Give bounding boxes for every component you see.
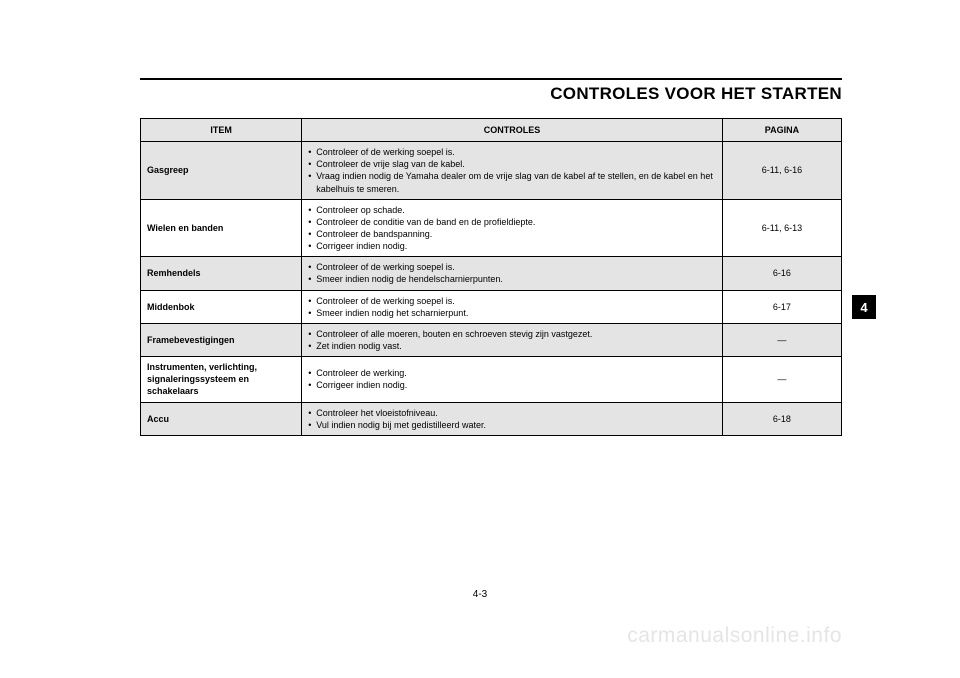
control-line: Controleer de werking. [308, 367, 716, 379]
cell-page: 6-11, 6-16 [722, 142, 841, 200]
cell-controls: Controleer op schade.Controleer de condi… [302, 199, 723, 257]
control-line: Vraag indien nodig de Yamaha dealer om d… [308, 170, 716, 194]
cell-page: 6-11, 6-13 [722, 199, 841, 257]
cell-page: — [722, 323, 841, 356]
control-line: Vul indien nodig bij met gedistilleerd w… [308, 419, 716, 431]
cell-item: Accu [141, 402, 302, 435]
cell-item: Middenbok [141, 290, 302, 323]
page-title: CONTROLES VOOR HET STARTEN [140, 80, 842, 116]
control-line: Controleer of alle moeren, bouten en sch… [308, 328, 716, 340]
cell-controls: Controleer of alle moeren, bouten en sch… [302, 323, 723, 356]
control-line: Controleer de vrije slag van de kabel. [308, 158, 716, 170]
cell-controls: Controleer of de werking soepel is.Smeer… [302, 257, 723, 290]
cell-page: 6-17 [722, 290, 841, 323]
watermark: carmanualsonline.info [627, 624, 842, 648]
cell-page: 6-18 [722, 402, 841, 435]
check-table: ITEM CONTROLES PAGINA GasgreepControleer… [140, 118, 842, 436]
cell-item: Framebevestigingen [141, 323, 302, 356]
table-row: AccuControleer het vloeistofniveau.Vul i… [141, 402, 842, 435]
table-row: Instrumenten, verlichting, signaleringss… [141, 357, 842, 402]
table-row: Wielen en bandenControleer op schade.Con… [141, 199, 842, 257]
control-line: Corrigeer indien nodig. [308, 240, 716, 252]
control-line: Controleer of de werking soepel is. [308, 261, 716, 273]
cell-controls: Controleer het vloeistofniveau.Vul indie… [302, 402, 723, 435]
control-line: Corrigeer indien nodig. [308, 379, 716, 391]
title-rule: CONTROLES VOOR HET STARTEN [140, 78, 842, 116]
control-line: Smeer indien nodig het scharnierpunt. [308, 307, 716, 319]
table-row: MiddenbokControleer of de werking soepel… [141, 290, 842, 323]
table-header-row: ITEM CONTROLES PAGINA [141, 119, 842, 142]
control-line: Controleer de conditie van de band en de… [308, 216, 716, 228]
col-header-controls: CONTROLES [302, 119, 723, 142]
page-number: 4-3 [0, 589, 960, 600]
control-line: Smeer indien nodig de hendelscharnierpun… [308, 273, 716, 285]
control-line: Controleer op schade. [308, 204, 716, 216]
section-tab: 4 [852, 295, 876, 319]
cell-controls: Controleer de werking.Corrigeer indien n… [302, 357, 723, 402]
cell-item: Gasgreep [141, 142, 302, 200]
control-line: Controleer het vloeistofniveau. [308, 407, 716, 419]
cell-item: Wielen en banden [141, 199, 302, 257]
cell-item: Instrumenten, verlichting, signaleringss… [141, 357, 302, 402]
col-header-item: ITEM [141, 119, 302, 142]
control-line: Controleer of de werking soepel is. [308, 295, 716, 307]
table-row: RemhendelsControleer of de werking soepe… [141, 257, 842, 290]
cell-controls: Controleer of de werking soepel is.Contr… [302, 142, 723, 200]
cell-page: 6-16 [722, 257, 841, 290]
cell-controls: Controleer of de werking soepel is.Smeer… [302, 290, 723, 323]
col-header-page: PAGINA [722, 119, 841, 142]
table-row: GasgreepControleer of de werking soepel … [141, 142, 842, 200]
control-line: Controleer de bandspanning. [308, 228, 716, 240]
table-row: Framebevestigingen Controleer of alle moe… [141, 323, 842, 356]
cell-item: Remhendels [141, 257, 302, 290]
cell-page: — [722, 357, 841, 402]
table-body: GasgreepControleer of de werking soepel … [141, 142, 842, 436]
control-line: Controleer of de werking soepel is. [308, 146, 716, 158]
control-line: Zet indien nodig vast. [308, 340, 716, 352]
manual-page: CONTROLES VOOR HET STARTEN ITEM CONTROLE… [0, 0, 960, 678]
